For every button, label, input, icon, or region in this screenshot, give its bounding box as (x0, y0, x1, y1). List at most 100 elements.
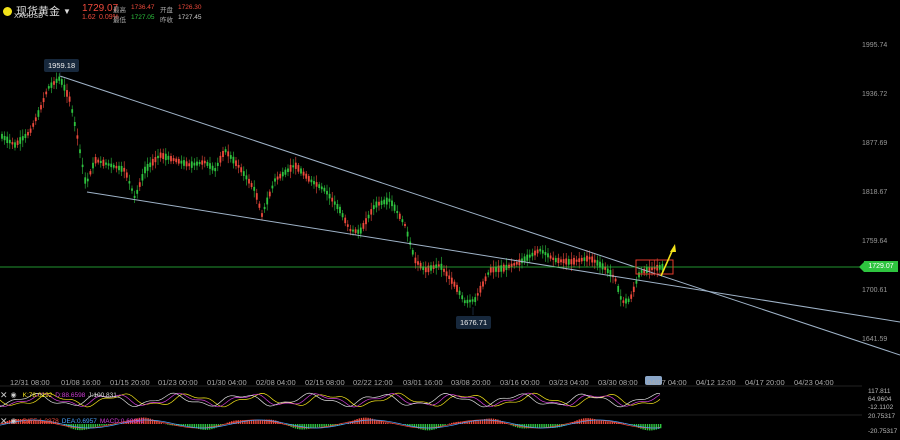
macd-bar (613, 422, 616, 424)
candle-body (154, 157, 157, 163)
kdj-line (0, 392, 661, 408)
candle-body (118, 165, 120, 171)
candle-body (222, 150, 224, 158)
macd-bar (651, 424, 653, 431)
candle-body (575, 259, 578, 262)
price-tick: 1700.61 (862, 287, 888, 294)
candle-body (79, 149, 81, 154)
macd-bar (308, 424, 310, 429)
candle-body (92, 162, 94, 169)
candle-body (19, 137, 22, 144)
candle-body (515, 261, 518, 265)
candle-body (521, 258, 523, 264)
candle-body (60, 79, 63, 85)
candle-body (411, 250, 414, 255)
candle-body (393, 204, 396, 211)
macd-bar (413, 424, 415, 428)
low-label: 最低 (113, 17, 126, 24)
macd-bar (411, 424, 413, 427)
candle-body (68, 96, 71, 102)
macd-bar (226, 422, 228, 424)
macd-bar (486, 418, 488, 424)
macd-dea: DEA:0.6957 (61, 417, 97, 425)
price-tick: 1877.69 (862, 140, 888, 147)
candle-body (606, 268, 609, 274)
macd-bar (591, 418, 594, 424)
quote-header: 现货黄金 ▼ XAUUSD 1729.07 1.62 0.09% 最高 1736… (0, 0, 900, 24)
candle-body (609, 270, 612, 277)
dropdown-caret-icon[interactable]: ▼ (63, 6, 71, 16)
macd-bar (657, 424, 660, 429)
candle-body (263, 206, 266, 210)
macd-bar (44, 420, 46, 424)
macd-bar (631, 424, 633, 426)
macd-bar (323, 424, 325, 427)
last-price: 1729.07 (82, 3, 119, 14)
consolidation-box[interactable] (635, 259, 674, 275)
candle-body (21, 136, 24, 141)
candle-body (419, 262, 422, 269)
candle-body (471, 299, 474, 302)
close-indicator-icon[interactable]: ✕ (0, 415, 8, 426)
candle-body (258, 203, 261, 208)
open-value: 1726.30 (178, 4, 202, 11)
macd-bar (257, 420, 259, 424)
candle-body (528, 254, 531, 258)
candle-body (149, 162, 152, 168)
macd-bar (477, 420, 479, 424)
macd-bar (389, 423, 391, 424)
macd-bar (475, 420, 477, 424)
high-value: 1736.47 (131, 4, 155, 11)
candle-body (448, 275, 451, 280)
breakout-arrow[interactable] (660, 248, 674, 277)
close-indicator-icon[interactable]: ✕ (0, 389, 8, 400)
macd-bar (539, 424, 541, 428)
high-callout: 1959.18 (44, 59, 80, 72)
macd-bar (319, 424, 321, 428)
upper-trendline[interactable] (59, 75, 900, 356)
macd-bar (187, 424, 189, 427)
candle-body (185, 161, 188, 167)
candle-body (570, 259, 573, 265)
macd-bar (321, 424, 323, 427)
candle-body (328, 193, 331, 199)
candle-body (539, 248, 542, 252)
time-tick: 02/15 08:00 (305, 378, 345, 387)
candle-body (302, 171, 305, 176)
symbol-selector[interactable]: 现货黄金 ▼ (3, 3, 71, 19)
macd-bar (521, 424, 523, 429)
macd-bar (561, 424, 563, 427)
macd-bar (378, 420, 380, 424)
macd-bar (429, 424, 431, 431)
visibility-icon[interactable]: ◉ (10, 392, 17, 399)
candle-body (170, 156, 172, 162)
candle-body (547, 253, 549, 258)
macd-bar (426, 424, 429, 431)
low-callout: 1676.71 (456, 316, 492, 329)
candle-body (487, 272, 490, 275)
candle-body (250, 183, 253, 187)
time-tick: 01/08 16:00 (61, 378, 101, 387)
time-tick: 01/23 00:00 (158, 378, 198, 387)
candle-body (242, 171, 245, 176)
candle-body (216, 162, 219, 166)
candle-body (544, 252, 547, 256)
lower-trendline[interactable] (86, 191, 900, 323)
symbol-dot-icon (3, 6, 12, 16)
macd-bar (156, 421, 158, 424)
candle-body (617, 285, 620, 292)
candle-body (198, 162, 201, 165)
macd-bar (382, 422, 385, 424)
macd-bar (534, 424, 536, 428)
candle-body (531, 252, 534, 257)
candle-body (638, 272, 640, 278)
candle-body (110, 163, 113, 168)
visibility-icon[interactable]: ◉ (10, 418, 17, 425)
macd-bar (268, 419, 270, 424)
macd-bar (490, 418, 492, 424)
candle-body (227, 151, 230, 157)
candle-body (131, 188, 133, 191)
price-tick: 1936.72 (862, 91, 888, 98)
candle-body (266, 197, 269, 205)
